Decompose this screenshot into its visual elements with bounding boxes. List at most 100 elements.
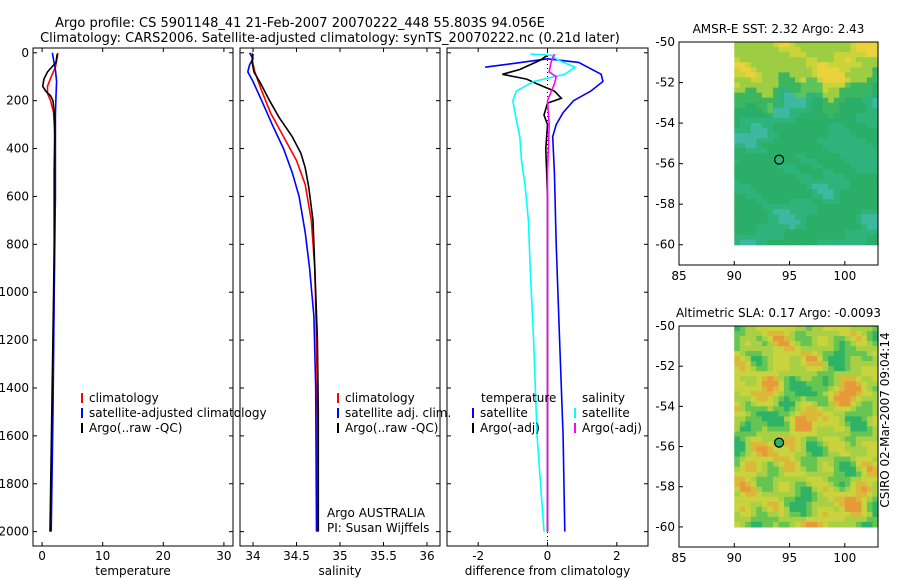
- heatmap-cell: [784, 471, 791, 478]
- heatmap-cell: [800, 82, 807, 89]
- heatmap-cell: [800, 168, 807, 175]
- heatmap-cell: [761, 471, 769, 478]
- heatmap-cell: [800, 431, 807, 438]
- heatmap-cell: [784, 376, 791, 382]
- heatmap-cell: [750, 133, 757, 139]
- heatmap-cell: [767, 158, 774, 165]
- heatmap-cell: [822, 92, 829, 99]
- heatmap-cell: [806, 183, 813, 190]
- heatmap-cell: [795, 57, 802, 63]
- x-tick-label: 35: [332, 549, 347, 563]
- heatmap-cell: [861, 496, 868, 503]
- heatmap-cell: [828, 476, 835, 483]
- heatmap-cell: [866, 406, 874, 412]
- x-tick-label: -2: [472, 549, 484, 563]
- heatmap-cell: [789, 57, 796, 63]
- heatmap-cell: [756, 123, 763, 129]
- heatmap-cell: [784, 168, 791, 175]
- heatmap-cell: [806, 496, 813, 503]
- heatmap-cell: [800, 92, 807, 99]
- heatmap-cell: [745, 461, 752, 468]
- heatmap-cell: [828, 42, 835, 48]
- heatmap-cell: [795, 421, 802, 428]
- heatmap-cell: [872, 471, 879, 478]
- heatmap-cell: [828, 361, 835, 367]
- heatmap-cell: [784, 386, 791, 392]
- heatmap-cell: [866, 118, 874, 124]
- heatmap-cell: [750, 431, 757, 438]
- heatmap-cell: [756, 476, 763, 483]
- heatmap-cell: [822, 456, 829, 463]
- heatmap-cell: [767, 82, 774, 89]
- heatmap-cell: [734, 496, 741, 503]
- heatmap-cell: [811, 214, 818, 220]
- y-tick-label: 1200: [0, 333, 29, 347]
- heatmap-cell: [734, 466, 741, 473]
- heatmap-cell: [750, 511, 757, 518]
- heatmap-cell: [866, 356, 874, 362]
- heatmap-cell: [817, 346, 824, 352]
- heatmap-cell: [756, 67, 763, 74]
- heatmap-cell: [817, 52, 824, 58]
- heatmap-cell: [734, 501, 741, 508]
- heatmap-cell: [822, 506, 829, 513]
- heatmap-cell: [772, 97, 780, 104]
- heatmap-cell: [833, 506, 840, 513]
- heatmap-cell: [767, 178, 774, 185]
- heatmap-cell: [784, 72, 791, 79]
- heatmap-cell: [861, 57, 868, 63]
- heatmap-cell: [872, 476, 879, 483]
- heatmap-cell: [861, 214, 868, 220]
- heatmap-cell: [739, 42, 746, 48]
- heatmap-cell: [761, 466, 769, 473]
- heatmap-cell: [861, 456, 868, 463]
- heatmap-cell: [761, 204, 769, 210]
- heatmap-cell: [839, 47, 846, 53]
- heatmap-cell: [872, 336, 879, 342]
- heatmap-cell: [844, 486, 851, 493]
- heatmap-cell: [855, 194, 863, 200]
- heatmap-cell: [761, 123, 769, 129]
- heatmap-cell: [772, 451, 780, 458]
- heatmap-cell: [772, 351, 780, 357]
- heatmap-cell: [750, 516, 757, 523]
- heatmap-cell: [844, 57, 851, 63]
- heatmap-cell: [767, 148, 774, 155]
- heatmap-cell: [772, 138, 780, 144]
- heatmap-cell: [839, 199, 846, 205]
- heatmap-cell: [811, 219, 818, 226]
- heatmap-cell: [734, 361, 741, 367]
- heatmap-cell: [839, 87, 846, 94]
- heatmap-cell: [817, 77, 824, 84]
- heatmap-cell: [761, 381, 769, 387]
- heatmap-cell: [800, 346, 807, 352]
- heatmap-cell: [855, 239, 863, 246]
- heatmap-cell: [750, 168, 757, 175]
- heatmap-cell: [767, 386, 774, 392]
- heatmap-cell: [872, 396, 879, 402]
- heatmap-cell: [739, 441, 746, 448]
- heatmap-cell: [789, 72, 796, 79]
- heatmap-cell: [739, 466, 746, 473]
- heatmap-cell: [772, 481, 780, 488]
- heatmap-cell: [784, 326, 791, 332]
- heatmap-cell: [839, 148, 846, 155]
- heatmap-cell: [800, 234, 807, 241]
- heatmap-cell: [828, 102, 835, 109]
- heatmap-cell: [872, 209, 879, 215]
- heatmap-cell: [844, 92, 851, 99]
- heatmap-cell: [761, 168, 769, 175]
- heatmap-cell: [761, 128, 769, 134]
- heatmap-cell: [800, 77, 807, 84]
- heatmap-cell: [822, 153, 829, 160]
- heatmap-cell: [789, 506, 796, 513]
- heatmap-cell: [784, 341, 791, 347]
- heatmap-cell: [772, 341, 780, 347]
- heatmap-cell: [761, 406, 769, 412]
- heatmap-cell: [850, 82, 857, 89]
- heatmap-cell: [828, 47, 835, 53]
- heatmap-cell: [800, 148, 807, 155]
- heatmap-cell: [866, 471, 874, 478]
- heatmap-cell: [855, 471, 863, 478]
- heatmap-cell: [789, 466, 796, 473]
